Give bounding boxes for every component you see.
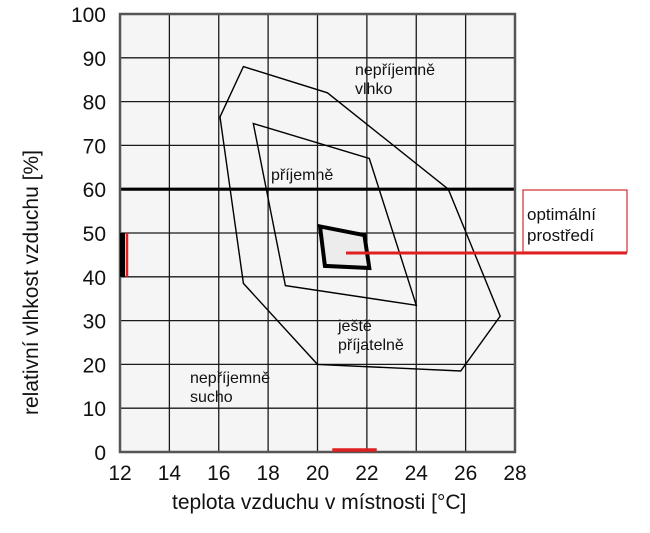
x-tick-label: 24 xyxy=(405,462,429,485)
zone-label-dry-line1: nepříjemně xyxy=(190,370,270,387)
zone-polygon-polygon-inner xyxy=(252,122,418,307)
x-tick-label: 22 xyxy=(355,462,378,485)
zone-label-acceptable-line1: ještě xyxy=(337,318,372,335)
zone-label-acceptable-line2: příjatelně xyxy=(338,337,404,354)
y-tick-label: 90 xyxy=(83,48,106,71)
x-axis-ticks: 12 14 16 18 20 22 24 26 28 xyxy=(108,462,526,485)
optimal-legend-line1: optimální xyxy=(527,205,596,224)
zone-label-humid-line2: vlhko xyxy=(355,81,392,98)
y-axis-title: relativní vlhkost vzduchu [%] xyxy=(20,150,43,415)
y-tick-label: 50 xyxy=(83,223,106,246)
zone-polygons xyxy=(219,65,501,372)
zone-polygon-polygon-outer xyxy=(219,65,501,372)
zone-label-dry-line2: sucho xyxy=(190,389,233,406)
y-tick-label: 80 xyxy=(83,92,106,115)
x-tick-label: 28 xyxy=(503,462,526,485)
y-tick-label: 10 xyxy=(83,398,106,421)
zone-polygon-polygon-bold xyxy=(317,223,372,271)
y-tick-label: 20 xyxy=(83,354,106,377)
x-axis-title: teplota vzduchu v místnosti [°C] xyxy=(172,491,466,514)
y-tick-label: 70 xyxy=(83,135,106,158)
x-tick-label: 14 xyxy=(158,462,182,485)
zone-label-humid-line1: nepříjemně xyxy=(355,62,435,79)
y-tick-label: 0 xyxy=(94,442,106,465)
x-tick-label: 16 xyxy=(207,462,230,485)
zone-label-pleasant: příjemně xyxy=(271,167,333,184)
x-tick-label: 18 xyxy=(256,462,279,485)
highlight-ranges xyxy=(120,233,377,452)
y-tick-label: 30 xyxy=(83,311,106,334)
optimal-legend-box xyxy=(522,189,628,253)
y-tick-label: 60 xyxy=(83,179,106,202)
y-axis-ticks: 0 10 20 30 40 50 60 70 80 90 100 xyxy=(71,4,106,465)
y-tick-label: 40 xyxy=(83,267,106,290)
x-tick-label: 26 xyxy=(454,462,477,485)
x-tick-label: 12 xyxy=(108,462,131,485)
y-tick-label: 100 xyxy=(71,4,106,27)
x-tick-label: 20 xyxy=(306,462,329,485)
optimal-legend-line2: prostředí xyxy=(527,226,594,245)
